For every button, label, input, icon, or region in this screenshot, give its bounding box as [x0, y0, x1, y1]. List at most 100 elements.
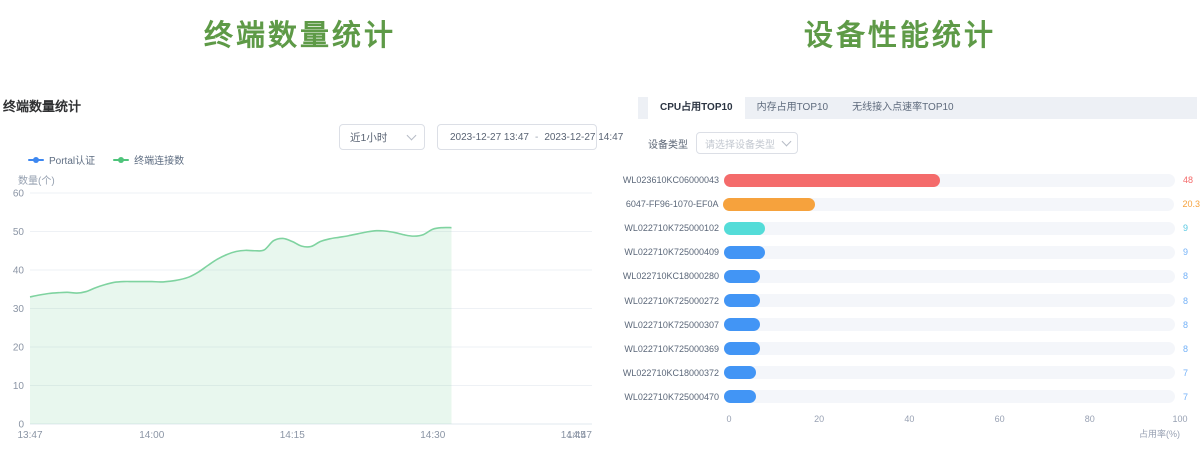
x-tick-label: 14:30	[420, 430, 445, 441]
cpu-top10-bar-chart: WL023610KC06000043 48 6047-FF96-1070-EF0A 2…	[600, 168, 1200, 409]
device-name: WL022710K725000272	[624, 295, 719, 306]
legend-item-1[interactable]: 终端连接数	[113, 152, 184, 167]
x-tick-label: 13:47	[17, 430, 42, 441]
bar-track	[724, 221, 1175, 235]
x-tick-label: 60	[994, 414, 1005, 424]
legend-marker-icon	[28, 156, 44, 163]
device-type-filter: 设备类型 请选择设备类型	[648, 132, 798, 154]
time-range-select[interactable]: 近1小时	[339, 124, 425, 150]
chevron-down-icon	[781, 136, 792, 147]
series-area-fill	[30, 227, 452, 424]
bar-value: 20.3	[1182, 199, 1200, 210]
y-tick-label: 20	[13, 343, 25, 354]
bar-row: WL022710K725000272 8	[600, 288, 1200, 312]
bar[interactable]	[724, 173, 941, 187]
bar[interactable]	[724, 269, 761, 283]
bar-track	[723, 197, 1175, 211]
bar[interactable]	[724, 366, 756, 380]
bar[interactable]	[723, 197, 816, 211]
bar-row: WL022710K725000369 8	[600, 337, 1200, 361]
x-tick-label: 80	[1084, 414, 1095, 424]
bar[interactable]	[724, 318, 761, 332]
date-range-picker[interactable]: 2023-12-27 13:47 - 2023-12-27 14:47	[437, 124, 623, 150]
y-tick-label: 50	[13, 227, 25, 238]
device-type-label: 设备类型	[648, 139, 688, 151]
tab-cpu[interactable]: CPU占用TOP10	[648, 97, 745, 119]
bar-row: WL022710KC18000372 7	[600, 361, 1200, 385]
y-tick-label: 30	[13, 304, 25, 315]
bar-row: WL022710K725000470 7	[600, 385, 1200, 409]
device-type-select[interactable]: 请选择设备类型	[696, 132, 798, 154]
x-tick-label: 100	[1172, 414, 1188, 424]
x-tick-label: 14:45	[561, 430, 586, 441]
device-name: 6047-FF96-1070-EF0A	[625, 199, 719, 210]
legend-item-0[interactable]: Portal认证	[28, 152, 95, 167]
bar-value: 8	[1183, 343, 1189, 354]
terminal-count-section: 终端数量统计 终端数量统计 近1小时 2023-12-27 13:47 - 20…	[0, 20, 623, 456]
tab-bar: CPU占用TOP10 内存占用TOP10 无线接入点速率TOP10	[638, 97, 1197, 119]
x-tick-label: 0	[726, 414, 732, 424]
series-line[interactable]	[29, 226, 452, 298]
left-panel-title: 终端数量统计	[3, 99, 82, 114]
legend-label: Portal认证	[49, 156, 96, 167]
device-name: WL023610KC06000043	[622, 175, 719, 186]
device-name: WL022710K725000470	[624, 391, 719, 402]
y-tick-label: 0	[18, 420, 24, 431]
bar-track	[724, 173, 1175, 187]
x-tick-label: 20	[814, 414, 825, 424]
bar-row: WL023610KC06000043 48	[600, 168, 1200, 192]
bar-row: WL022710KC18000280 8	[600, 264, 1200, 288]
tab-wireless[interactable]: 无线接入点速率TOP10	[852, 102, 954, 113]
legend-marker-icon	[113, 156, 130, 163]
device-name: WL022710K725000102	[624, 223, 719, 234]
date-range-end: 2023-12-27 14:47	[544, 131, 624, 143]
tab-memory[interactable]: 内存占用TOP10	[756, 102, 829, 113]
device-name: WL022710K725000369	[624, 343, 719, 354]
bar-track	[724, 245, 1175, 259]
x-tick-label: 14:47	[567, 430, 592, 441]
bar-x-axis: 0 20 40 60 80 100	[600, 414, 1200, 426]
bar-value: 9	[1183, 223, 1189, 234]
date-range-start: 2023-12-27 13:47	[450, 131, 529, 143]
bar-value: 9	[1183, 247, 1189, 258]
bar-value: 8	[1183, 271, 1189, 282]
bar-track	[724, 366, 1175, 380]
bar-value: 7	[1183, 367, 1189, 378]
bar[interactable]	[724, 342, 761, 356]
bar-value: 8	[1183, 319, 1189, 330]
bar-value: 8	[1183, 295, 1189, 306]
device-type-placeholder: 请选择设备类型	[705, 139, 775, 151]
x-tick-label: 14:00	[139, 430, 164, 441]
x-tick-label: 14:15	[280, 430, 305, 441]
x-tick-label: 40	[904, 414, 915, 424]
y-tick-label: 40	[13, 266, 25, 277]
y-tick-label: 10	[13, 381, 25, 392]
bar-track	[724, 342, 1175, 356]
bar-row: WL022710K725000102 9	[600, 216, 1200, 240]
y-tick-label: 60	[13, 189, 25, 200]
bar[interactable]	[724, 245, 765, 259]
device-name: WL022710KC18000280	[622, 271, 719, 282]
right-big-title: 设备性能统计	[803, 20, 996, 52]
bar-track	[724, 390, 1175, 404]
bar[interactable]	[724, 221, 765, 235]
bar[interactable]	[724, 294, 761, 308]
terminal-count-area-chart[interactable]: 0 10 20 30 40 50 60 13:47 14:00 14:15 14:30 14:4514…	[0, 180, 600, 456]
device-name: WL022710K725000307	[624, 319, 719, 330]
time-range-value: 近1小时	[350, 131, 388, 144]
device-performance-section: 设备性能统计 CPU占用TOP10 内存占用TOP10 无线接入点速率TOP10 设…	[600, 0, 1200, 456]
bar-value: 48	[1183, 175, 1194, 186]
device-name: WL022710KC18000372	[622, 367, 719, 378]
date-range-separator: -	[534, 131, 539, 143]
time-controls: 近1小时 2023-12-27 13:47 - 2023-12-27 14:47	[339, 124, 623, 150]
bar-row: WL022710K725000307 8	[600, 313, 1200, 337]
bar-row: 6047-FF96-1070-EF0A 20.3	[600, 192, 1200, 216]
chart-legend: Portal认证 终端连接数	[28, 152, 184, 167]
bar[interactable]	[724, 390, 756, 404]
bar-row: WL022710K725000409 9	[600, 240, 1200, 264]
left-big-title: 终端数量统计	[203, 20, 396, 52]
chevron-down-icon	[406, 130, 417, 141]
bar-x-axis-title: 占用率(%)	[1139, 429, 1180, 439]
bar-track	[724, 318, 1175, 332]
bar-value: 7	[1183, 391, 1189, 402]
